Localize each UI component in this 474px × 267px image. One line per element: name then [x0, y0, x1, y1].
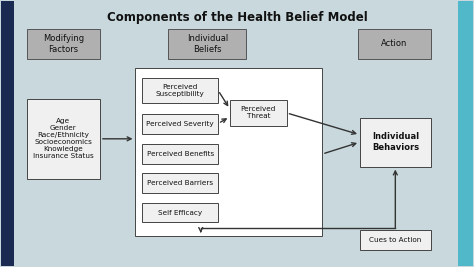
- Text: Perceived
Susceptibility: Perceived Susceptibility: [156, 84, 205, 97]
- Text: Age
Gender
Race/Ethnicity
Socioeconomics
Knowledge
Insurance Status: Age Gender Race/Ethnicity Socioeconomics…: [33, 118, 94, 159]
- FancyBboxPatch shape: [360, 117, 431, 167]
- FancyBboxPatch shape: [0, 1, 14, 266]
- Text: Perceived Barriers: Perceived Barriers: [147, 180, 213, 186]
- FancyBboxPatch shape: [360, 230, 431, 250]
- Text: Cues to Action: Cues to Action: [369, 237, 421, 244]
- Text: Self Efficacy: Self Efficacy: [158, 210, 202, 215]
- FancyBboxPatch shape: [143, 173, 218, 193]
- FancyBboxPatch shape: [27, 29, 100, 59]
- FancyBboxPatch shape: [230, 100, 287, 125]
- Text: Perceived Severity: Perceived Severity: [146, 120, 214, 127]
- FancyBboxPatch shape: [143, 203, 218, 222]
- FancyBboxPatch shape: [143, 113, 218, 134]
- FancyBboxPatch shape: [27, 99, 100, 179]
- FancyBboxPatch shape: [136, 68, 322, 236]
- FancyBboxPatch shape: [458, 1, 474, 266]
- Text: Individual
Beliefs: Individual Beliefs: [187, 34, 228, 54]
- Text: Perceived
Threat: Perceived Threat: [241, 107, 276, 119]
- Text: Components of the Health Belief Model: Components of the Health Belief Model: [107, 11, 367, 25]
- FancyBboxPatch shape: [168, 29, 246, 59]
- FancyBboxPatch shape: [357, 29, 431, 59]
- Text: Modifying
Factors: Modifying Factors: [43, 34, 84, 54]
- FancyBboxPatch shape: [143, 144, 218, 164]
- Text: Individual
Behaviors: Individual Behaviors: [372, 132, 419, 152]
- FancyBboxPatch shape: [143, 78, 218, 103]
- Text: Action: Action: [381, 39, 407, 48]
- Text: Perceived Benefits: Perceived Benefits: [146, 151, 214, 157]
